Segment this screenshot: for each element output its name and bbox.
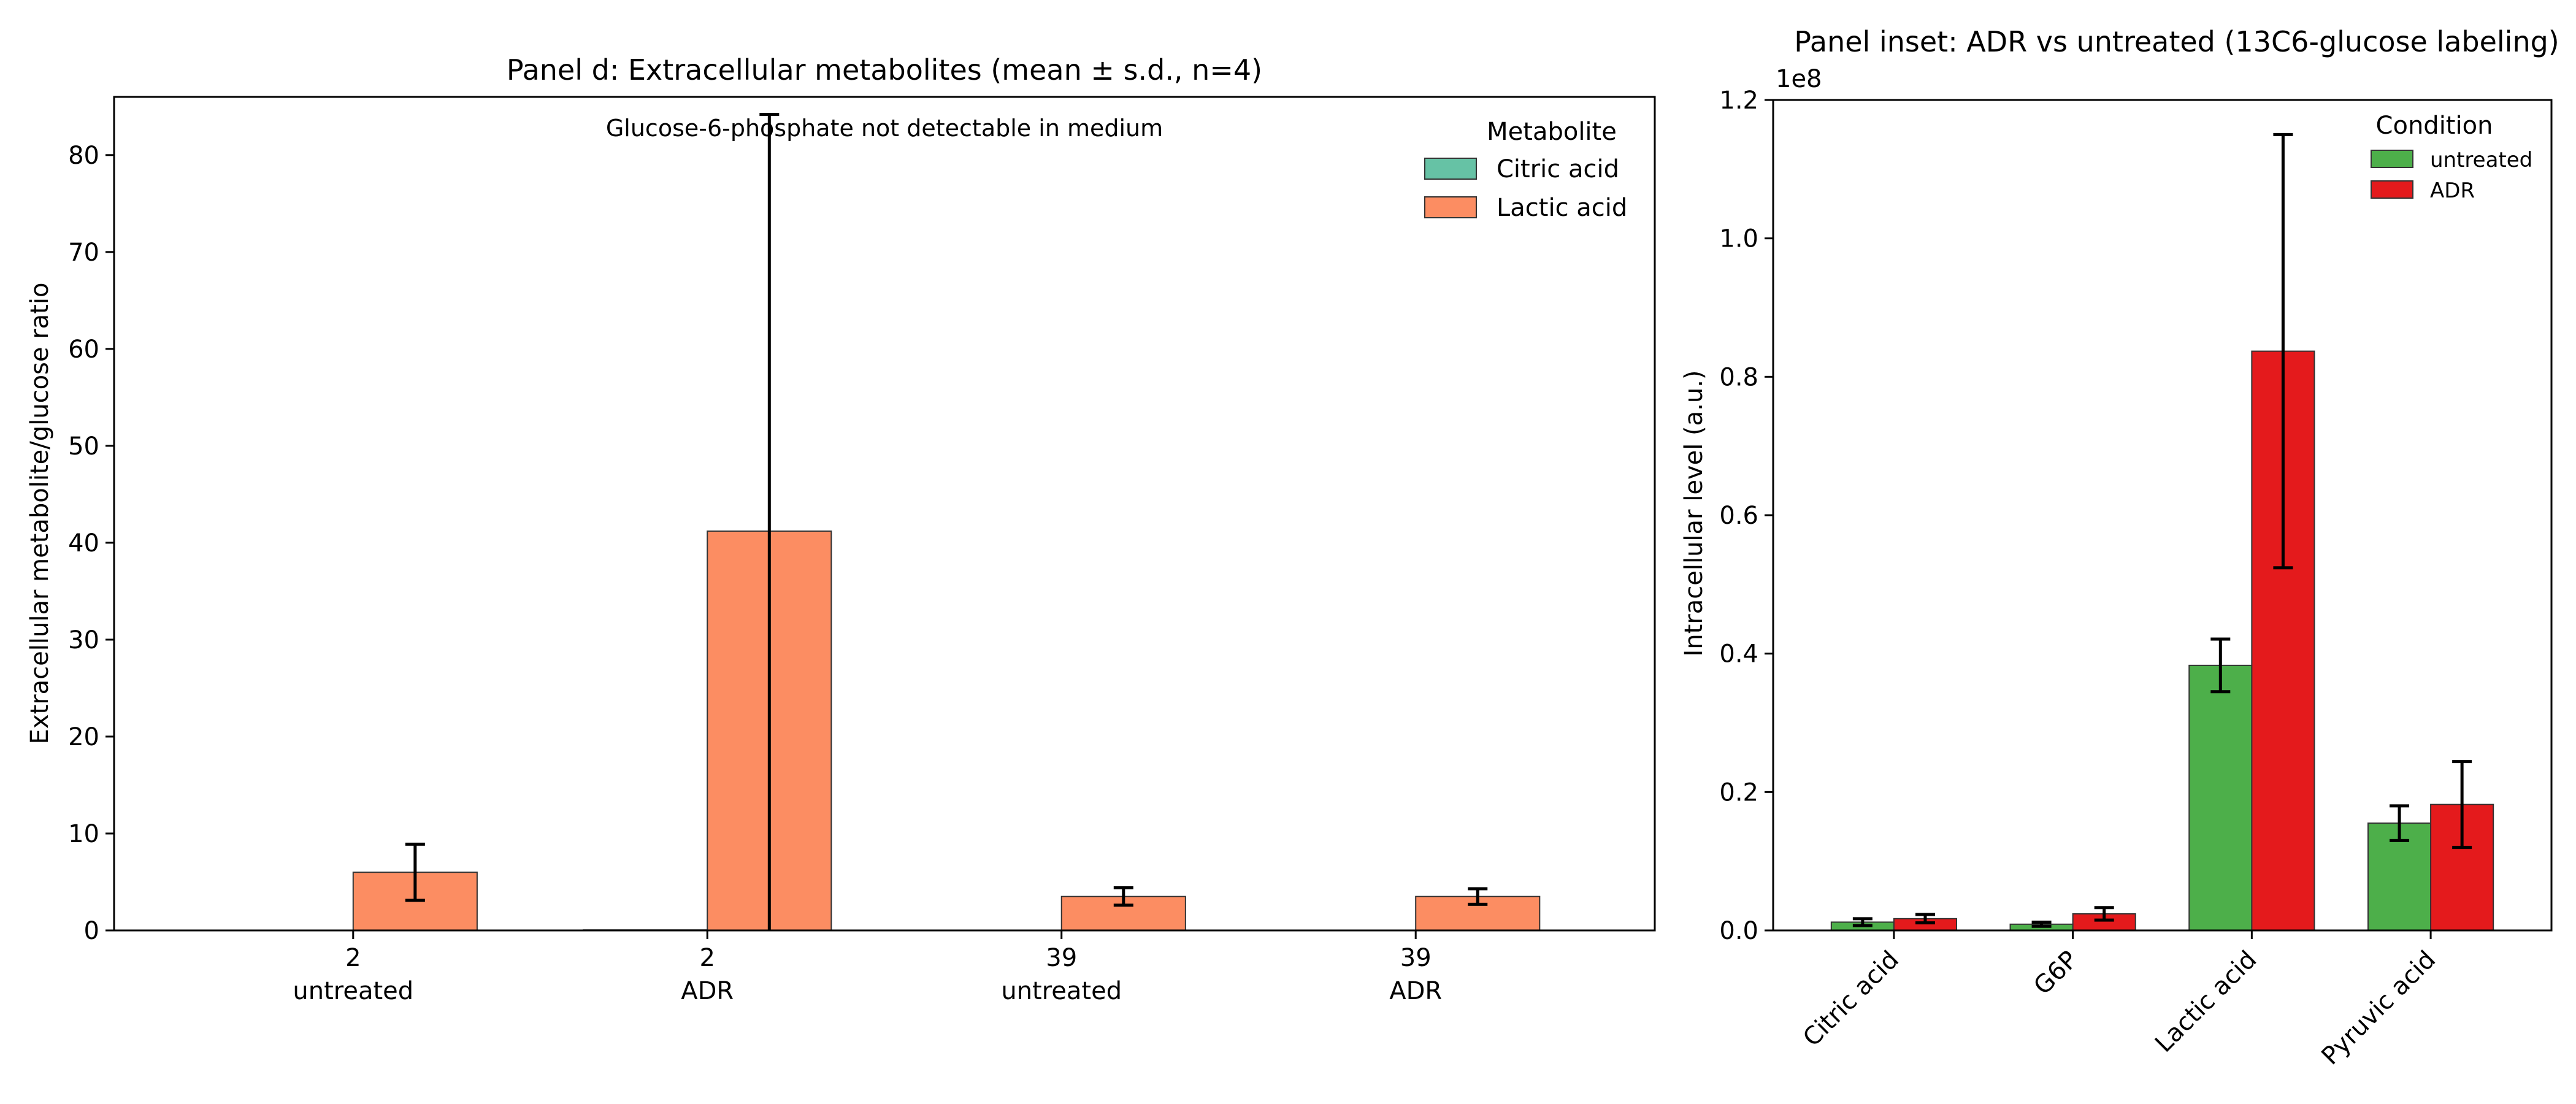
y-tick-label: 30 [68, 626, 99, 654]
y-tick-label: 1.2 [1719, 86, 1758, 115]
panel2-error-bars [1852, 132, 2472, 928]
error-bar-adr-g6p [2094, 906, 2114, 922]
y-tick-label: 0.0 [1719, 917, 1758, 945]
y-tick-label: 0.4 [1719, 640, 1758, 669]
panel1-y-ticks: 0 10 20 30 40 50 60 70 80 [68, 142, 114, 945]
legend-swatch-untreated [2371, 150, 2413, 168]
error-bar-lactic-acid-1 [759, 112, 780, 930]
panel1-bars [228, 530, 1541, 932]
x-tick-label-line1: 2 [345, 944, 361, 972]
x-tick-label-line2: untreated [1001, 977, 1122, 1005]
x-tick-label-line1: 39 [1046, 944, 1077, 972]
panel1-legend: Metabolite Citric acid Lactic acid [1424, 118, 1627, 222]
y-tick-label: 80 [68, 142, 99, 170]
error-bar-lactic-acid-3 [1468, 887, 1488, 906]
legend-swatch-lactic-acid [1424, 196, 1477, 218]
y-tick-label: 0.8 [1719, 363, 1758, 391]
error-bar-adr-pyruvic-acid [2452, 760, 2472, 849]
error-bar-adr-citric-acid [1915, 913, 1935, 925]
error-bar-lactic-acid-2 [1113, 886, 1133, 907]
legend-label-untreated: untreated [2430, 148, 2532, 172]
legend-label-adr: ADR [2430, 178, 2475, 203]
bar-untreated-lactic-acid [2188, 664, 2253, 932]
panel1-legend-title: Metabolite [1487, 118, 1617, 146]
y-tick-label: 20 [68, 723, 99, 751]
panel2-x-ticks: Citric acid G6P Lactic acid Pyruvic acid [1798, 930, 2441, 1070]
y-tick-label: 50 [68, 432, 99, 461]
y-tick-label: 40 [68, 529, 99, 558]
x-tick-label-g6p: G6P [2028, 946, 2083, 1001]
x-tick-label-lactic-acid: Lactic acid [2150, 946, 2262, 1058]
y-tick-label: 10 [68, 820, 99, 848]
error-bar-lactic-acid-0 [405, 842, 425, 902]
panel1-x-ticks: 2 untreated 2 ADR 39 untreated 39 ADR [293, 930, 1442, 1005]
panel2-legend: Condition untreated ADR [2371, 112, 2532, 203]
x-tick-label-line1: 39 [1400, 944, 1432, 972]
error-bar-untreated-pyruvic-acid [2390, 804, 2410, 842]
x-tick-label-line2: ADR [681, 977, 734, 1005]
y-tick-label: 1.0 [1719, 225, 1758, 253]
y-tick-label: 70 [68, 239, 99, 267]
panel1-annotation: Glucose-6-phosphate not detectable in me… [606, 115, 1163, 142]
legend-swatch-citric-acid [1424, 158, 1477, 180]
panel1-plot-frame [113, 96, 1656, 932]
x-tick-label-pyruvic-acid: Pyruvic acid [2316, 946, 2441, 1071]
x-tick-label-line1: 2 [700, 944, 715, 972]
panel1-title: Panel d: Extracellular metabolites (mean… [507, 53, 1262, 86]
panel2-scale-label: 1e8 [1776, 65, 1822, 93]
panel2-title: Panel inset: ADR vs untreated (13C6-gluc… [1794, 25, 2559, 58]
x-tick-label-line2: ADR [1389, 977, 1442, 1005]
y-tick-label: 60 [68, 335, 99, 364]
legend-swatch-adr [2371, 180, 2413, 199]
panel2-bars [1830, 350, 2494, 932]
panel-extracellular-chart: Panel d: Extracellular metabolites (mean… [26, 53, 1656, 1005]
error-bar-untreated-lactic-acid [2210, 637, 2231, 694]
panel1-y-axis-label: Extracellular metabolite/glucose ratio [26, 283, 54, 745]
panel2-y-ticks: 0.0 0.2 0.4 0.6 0.8 1.0 1.2 [1719, 86, 1773, 945]
panel2-legend-title: Condition [2376, 112, 2493, 140]
x-tick-label-line2: untreated [293, 977, 413, 1005]
legend-label-lactic-acid: Lactic acid [1497, 194, 1627, 222]
panel2-y-axis-label: Intracellular level (a.u.) [1680, 370, 1708, 656]
legend-label-citric-acid: Citric acid [1497, 155, 1619, 183]
error-bar-untreated-g6p [2031, 920, 2052, 928]
y-tick-label: 0.6 [1719, 502, 1758, 530]
y-tick-label: 0 [84, 917, 99, 945]
panel1-error-bars [405, 112, 1488, 930]
error-bar-untreated-citric-acid [1852, 917, 1873, 927]
error-bar-adr-lactic-acid [2273, 132, 2293, 570]
panel-inset-chart: Panel inset: ADR vs untreated (13C6-gluc… [1680, 25, 2559, 1070]
x-tick-label-citric-acid: Citric acid [1798, 946, 1904, 1052]
y-tick-label: 0.2 [1719, 778, 1758, 807]
